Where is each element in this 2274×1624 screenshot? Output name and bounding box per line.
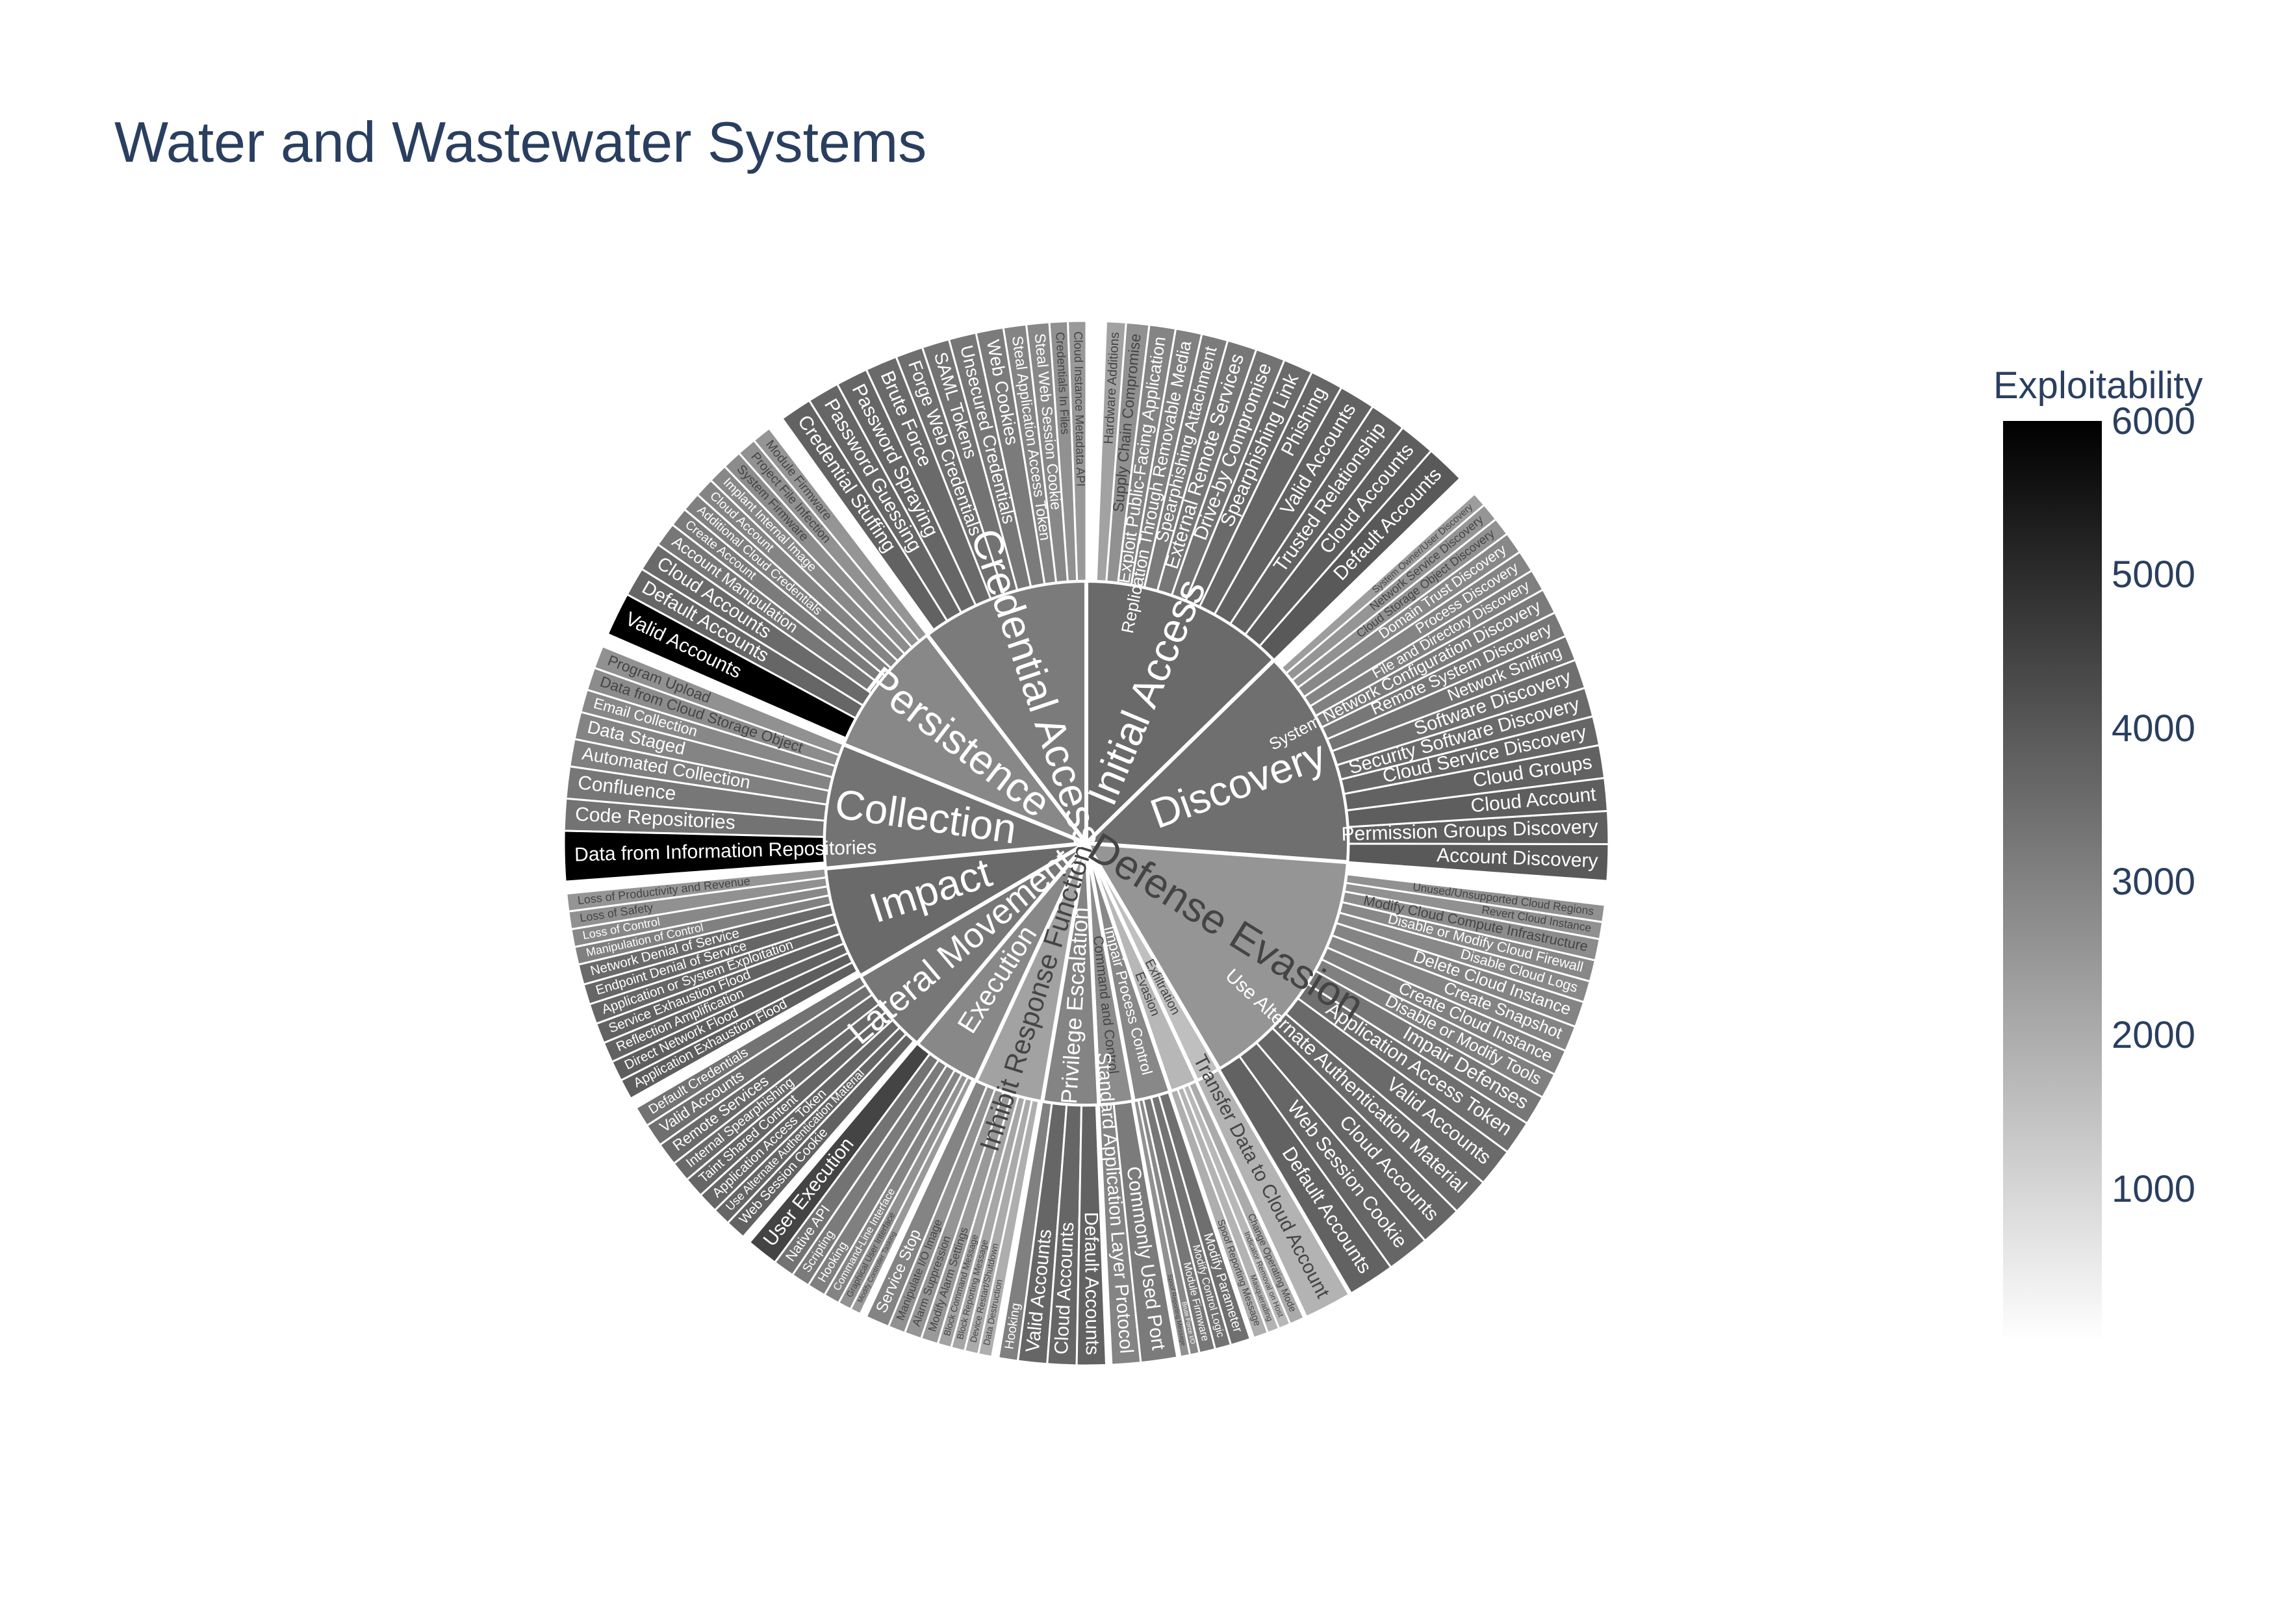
- colorbar-tick-3000: 3000: [2112, 860, 2195, 904]
- colorbar-tick-6000: 6000: [2112, 400, 2195, 443]
- colorbar-tick-5000: 5000: [2112, 553, 2195, 596]
- technique-label-cloud-instance-metadata-api: Cloud Instance Metadata API: [1071, 331, 1088, 487]
- colorbar-tick-4000: 4000: [2112, 707, 2195, 750]
- colorbar-tick-2000: 2000: [2112, 1013, 2195, 1057]
- colorbar-tick-1000: 1000: [2112, 1167, 2195, 1211]
- colorbar-gradient: [2003, 421, 2102, 1342]
- technique-label-default-accounts: Default Accounts: [1080, 1212, 1103, 1355]
